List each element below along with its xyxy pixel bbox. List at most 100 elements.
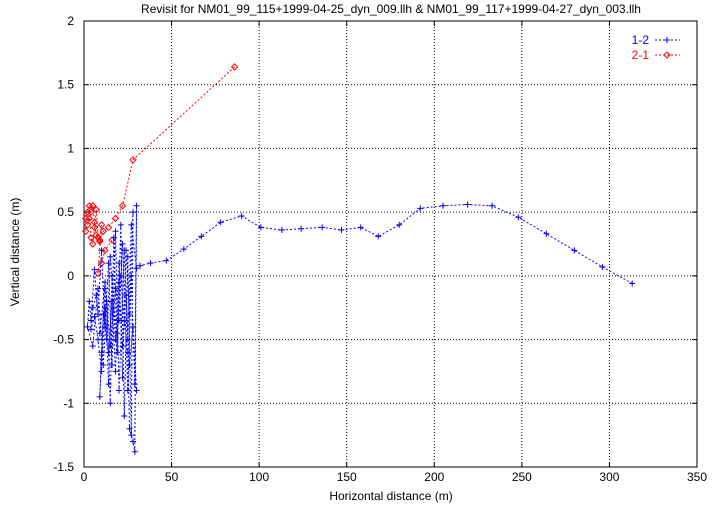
legend: 1-22-1 xyxy=(632,33,680,62)
data-point xyxy=(119,342,126,349)
x-tick-label: 100 xyxy=(249,470,269,484)
legend-label: 2-1 xyxy=(632,48,650,62)
data-point xyxy=(98,368,105,375)
data-point xyxy=(97,221,106,229)
data-point xyxy=(102,285,109,292)
data-point xyxy=(117,272,124,279)
data-point xyxy=(123,247,130,254)
data-point xyxy=(95,285,102,292)
data-point xyxy=(86,298,93,305)
data-point xyxy=(117,221,124,228)
data-point xyxy=(82,214,90,223)
x-axis-label: Horizontal distance (m) xyxy=(329,489,452,503)
data-point xyxy=(105,349,112,356)
data-point xyxy=(88,326,95,333)
data-point xyxy=(298,225,305,232)
data-point xyxy=(83,208,92,216)
data-point xyxy=(87,233,95,242)
data-point xyxy=(163,257,170,264)
data-point xyxy=(98,247,105,254)
data-point xyxy=(107,400,114,407)
data-point xyxy=(94,269,102,278)
x-tick-label: 300 xyxy=(599,470,619,484)
data-point xyxy=(131,381,138,388)
data-point xyxy=(92,205,100,214)
data-point xyxy=(147,260,154,267)
data-point xyxy=(119,374,126,381)
data-point xyxy=(133,387,140,394)
data-point xyxy=(102,304,109,311)
data-point xyxy=(130,323,137,330)
data-point xyxy=(338,226,345,233)
y-tick-label: 1 xyxy=(67,141,74,155)
data-point xyxy=(110,234,117,241)
data-point xyxy=(109,272,116,279)
data-point xyxy=(180,246,187,253)
data-point xyxy=(664,37,670,43)
data-point xyxy=(97,259,106,267)
data-point xyxy=(124,349,131,356)
data-point xyxy=(217,219,224,226)
y-tick-label: 1.5 xyxy=(57,78,74,92)
data-point xyxy=(137,262,144,269)
data-point xyxy=(100,311,107,318)
data-point xyxy=(93,291,100,298)
data-point xyxy=(133,202,140,209)
data-point xyxy=(121,317,128,324)
data-point xyxy=(126,311,133,318)
data-point xyxy=(278,226,285,233)
data-point xyxy=(116,317,123,324)
data-point xyxy=(124,253,131,260)
data-point xyxy=(116,387,123,394)
data-point xyxy=(82,227,90,235)
data-point xyxy=(92,231,100,239)
data-point xyxy=(91,313,98,320)
data-point xyxy=(98,349,105,356)
data-point xyxy=(109,298,116,305)
data-point xyxy=(96,236,104,244)
data-point xyxy=(116,279,123,286)
data-point xyxy=(102,323,109,330)
data-point xyxy=(103,336,110,343)
data-point xyxy=(129,156,137,164)
x-axis-ticks: 0 50 100 150 200 250 300 350 xyxy=(81,21,707,484)
data-point xyxy=(90,223,99,232)
data-point xyxy=(571,247,578,254)
data-point xyxy=(96,393,103,400)
series-layer xyxy=(82,63,636,455)
x-tick-label: 50 xyxy=(165,470,179,484)
data-point xyxy=(126,362,133,369)
y-axis-ticks: -1.5 -1 -0.5 0 0.5 1 1.5 2 xyxy=(53,14,697,474)
x-tick-label: 0 xyxy=(81,470,88,484)
series-2-1 xyxy=(82,63,239,278)
data-point xyxy=(375,233,382,240)
data-point xyxy=(112,368,119,375)
y-tick-label: -0.5 xyxy=(53,333,74,347)
data-point xyxy=(99,227,107,235)
x-tick-label: 250 xyxy=(512,470,532,484)
data-point xyxy=(96,330,103,337)
data-point xyxy=(629,280,636,287)
data-point xyxy=(95,336,102,343)
data-point xyxy=(130,438,137,445)
x-tick-label: 150 xyxy=(337,470,357,484)
data-point xyxy=(83,221,92,229)
data-point xyxy=(599,263,606,270)
data-point xyxy=(89,240,97,248)
data-point xyxy=(417,205,424,212)
y-tick-label: 2 xyxy=(67,14,74,28)
data-point xyxy=(100,362,107,369)
data-point xyxy=(110,304,117,311)
data-point xyxy=(131,448,138,455)
data-point xyxy=(396,221,403,228)
data-point xyxy=(489,202,496,209)
data-point xyxy=(119,241,126,247)
data-point xyxy=(663,51,671,59)
data-point xyxy=(357,224,364,231)
chart-title: Revisit for NM01_99_115+1999-04-25_dyn_0… xyxy=(141,2,641,16)
data-point xyxy=(90,218,99,227)
data-point xyxy=(121,413,128,420)
data-point xyxy=(88,317,95,324)
data-point xyxy=(116,260,123,267)
